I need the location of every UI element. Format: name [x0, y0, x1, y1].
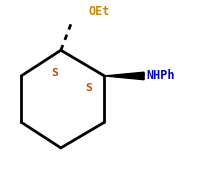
Text: S: S	[51, 68, 58, 78]
Text: NHPh: NHPh	[145, 69, 174, 82]
Polygon shape	[104, 72, 143, 80]
Text: OEt: OEt	[88, 5, 109, 18]
Text: S: S	[85, 83, 92, 93]
